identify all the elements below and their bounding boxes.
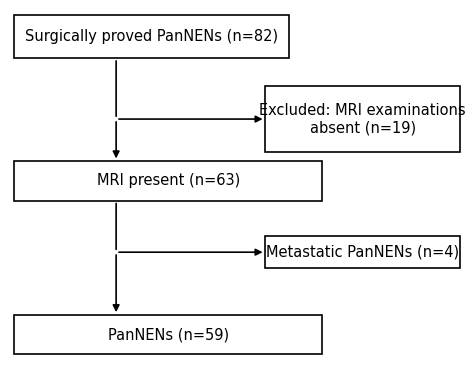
FancyBboxPatch shape — [14, 15, 289, 58]
FancyBboxPatch shape — [14, 315, 322, 354]
FancyBboxPatch shape — [14, 161, 322, 201]
FancyBboxPatch shape — [265, 236, 460, 268]
Text: MRI present (n=63): MRI present (n=63) — [97, 173, 240, 188]
Text: Excluded: MRI examinations
absent (n=19): Excluded: MRI examinations absent (n=19) — [259, 103, 466, 135]
Text: Metastatic PanNENs (n=4): Metastatic PanNENs (n=4) — [266, 245, 459, 260]
FancyBboxPatch shape — [265, 86, 460, 152]
Text: Surgically proved PanNENs (n=82): Surgically proved PanNENs (n=82) — [25, 29, 278, 44]
Text: PanNENs (n=59): PanNENs (n=59) — [108, 327, 229, 342]
